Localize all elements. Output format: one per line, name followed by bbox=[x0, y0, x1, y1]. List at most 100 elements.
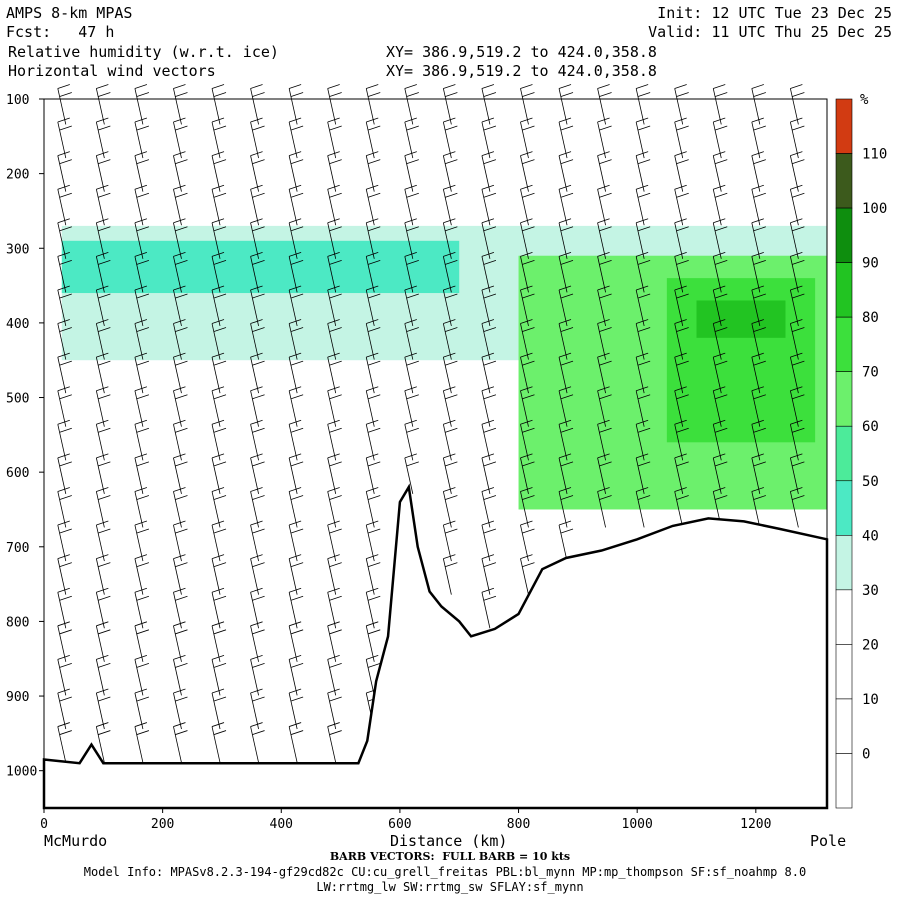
wind-barb bbox=[481, 554, 497, 595]
wind-barb bbox=[288, 84, 304, 125]
wind-barb bbox=[211, 621, 227, 662]
colorbar-label: 70 bbox=[862, 365, 879, 381]
wind-barb bbox=[95, 151, 111, 192]
wind-barb bbox=[250, 688, 265, 730]
wind-barb bbox=[597, 487, 612, 528]
wind-barb bbox=[712, 84, 728, 125]
colorbar-label: 60 bbox=[862, 419, 879, 435]
wind-barb bbox=[481, 352, 497, 394]
wind-barb bbox=[327, 587, 342, 629]
wind-barb bbox=[95, 285, 111, 327]
wind-barb bbox=[250, 520, 265, 562]
wind-barb bbox=[327, 688, 342, 730]
wind-barb bbox=[134, 453, 150, 494]
wind-barb bbox=[57, 84, 72, 125]
colorbar-label: 10 bbox=[862, 692, 879, 708]
wind-barb bbox=[597, 453, 612, 494]
x-left-label: McMurdo bbox=[44, 832, 108, 850]
wind-barb bbox=[712, 151, 728, 192]
wind-barb bbox=[751, 487, 766, 528]
wind-barb bbox=[481, 487, 497, 528]
wind-barb bbox=[250, 352, 265, 394]
wind-barb bbox=[481, 520, 497, 562]
wind-barb bbox=[635, 453, 651, 494]
colorbar-swatch bbox=[835, 698, 853, 754]
wind-barb bbox=[57, 621, 72, 662]
field-title-rh: Relative humidity (w.r.t. ice) bbox=[8, 43, 279, 61]
wind-barb bbox=[288, 184, 304, 226]
wind-barb bbox=[597, 151, 612, 192]
wind-barb bbox=[134, 319, 150, 360]
wind-barb bbox=[250, 252, 265, 293]
wind-barb bbox=[173, 453, 188, 494]
wind-barb bbox=[558, 453, 574, 494]
wind-barb bbox=[481, 419, 497, 461]
wind-barb bbox=[327, 554, 342, 595]
wind-barb bbox=[288, 151, 304, 192]
wind-barb bbox=[751, 218, 766, 259]
colorbar-swatch bbox=[835, 480, 853, 536]
wind-barb bbox=[211, 218, 227, 259]
colorbar-swatch bbox=[835, 753, 853, 809]
wind-barb bbox=[712, 117, 728, 159]
wind-barb bbox=[751, 319, 766, 360]
wind-barb bbox=[558, 252, 574, 293]
wind-barb bbox=[57, 554, 72, 595]
y-tick-label: 100 bbox=[6, 93, 29, 108]
y-tick-label: 300 bbox=[6, 242, 29, 257]
wind-barb bbox=[674, 252, 689, 293]
colorbar-unit: % bbox=[860, 92, 869, 108]
wind-barb bbox=[173, 587, 188, 629]
field-title-wind: Horizontal wind vectors bbox=[8, 62, 216, 80]
wind-barb bbox=[173, 352, 188, 394]
wind-barb bbox=[95, 117, 111, 159]
wind-barb bbox=[173, 84, 188, 125]
wind-barb bbox=[404, 252, 419, 293]
wind-barb bbox=[365, 655, 381, 696]
wind-barb bbox=[211, 419, 227, 461]
wind-barb bbox=[442, 252, 458, 293]
wind-barb bbox=[635, 84, 651, 125]
colorbar-swatch bbox=[835, 207, 853, 263]
wind-barb bbox=[481, 319, 497, 360]
wind-barb bbox=[250, 621, 265, 662]
wind-barb bbox=[173, 386, 188, 427]
wind-barb bbox=[288, 117, 304, 159]
wind-barb bbox=[173, 520, 188, 562]
wind-barb bbox=[558, 151, 574, 192]
wind-barb bbox=[211, 184, 227, 226]
wind-barb bbox=[789, 218, 805, 259]
wind-barb bbox=[365, 554, 381, 595]
wind-barb bbox=[173, 319, 188, 360]
colorbar-label: 20 bbox=[862, 637, 879, 653]
y-tick-label: 200 bbox=[6, 168, 29, 183]
wind-barb bbox=[211, 688, 227, 730]
wind-barb bbox=[365, 453, 381, 494]
wind-barb bbox=[442, 319, 458, 360]
wind-barb bbox=[789, 285, 805, 327]
wind-barb bbox=[442, 352, 458, 394]
wind-barb bbox=[365, 84, 381, 125]
wind-barb bbox=[327, 655, 342, 696]
wind-barb bbox=[173, 688, 188, 730]
wind-barb bbox=[674, 453, 689, 494]
wind-barb bbox=[173, 419, 188, 461]
wind-barb bbox=[674, 151, 689, 192]
wind-barb bbox=[442, 285, 458, 327]
wind-barb bbox=[134, 386, 150, 427]
cross-section-xy-1: XY= 386.9,519.2 to 424.0,358.8 bbox=[386, 43, 657, 61]
wind-barb bbox=[95, 587, 111, 629]
colorbar-label: 90 bbox=[862, 256, 879, 272]
y-tick-label: 900 bbox=[6, 690, 29, 705]
wind-barbs bbox=[57, 84, 805, 763]
wind-barb bbox=[481, 84, 497, 125]
wind-barb bbox=[327, 285, 342, 327]
wind-barb bbox=[442, 419, 458, 461]
humidity-band-4 bbox=[696, 300, 786, 338]
wind-barb bbox=[327, 151, 342, 192]
wind-barb bbox=[327, 319, 342, 360]
colorbar-swatch bbox=[835, 262, 853, 318]
wind-barb bbox=[211, 252, 227, 293]
colorbar-swatch bbox=[835, 371, 853, 427]
wind-barb bbox=[674, 386, 689, 427]
